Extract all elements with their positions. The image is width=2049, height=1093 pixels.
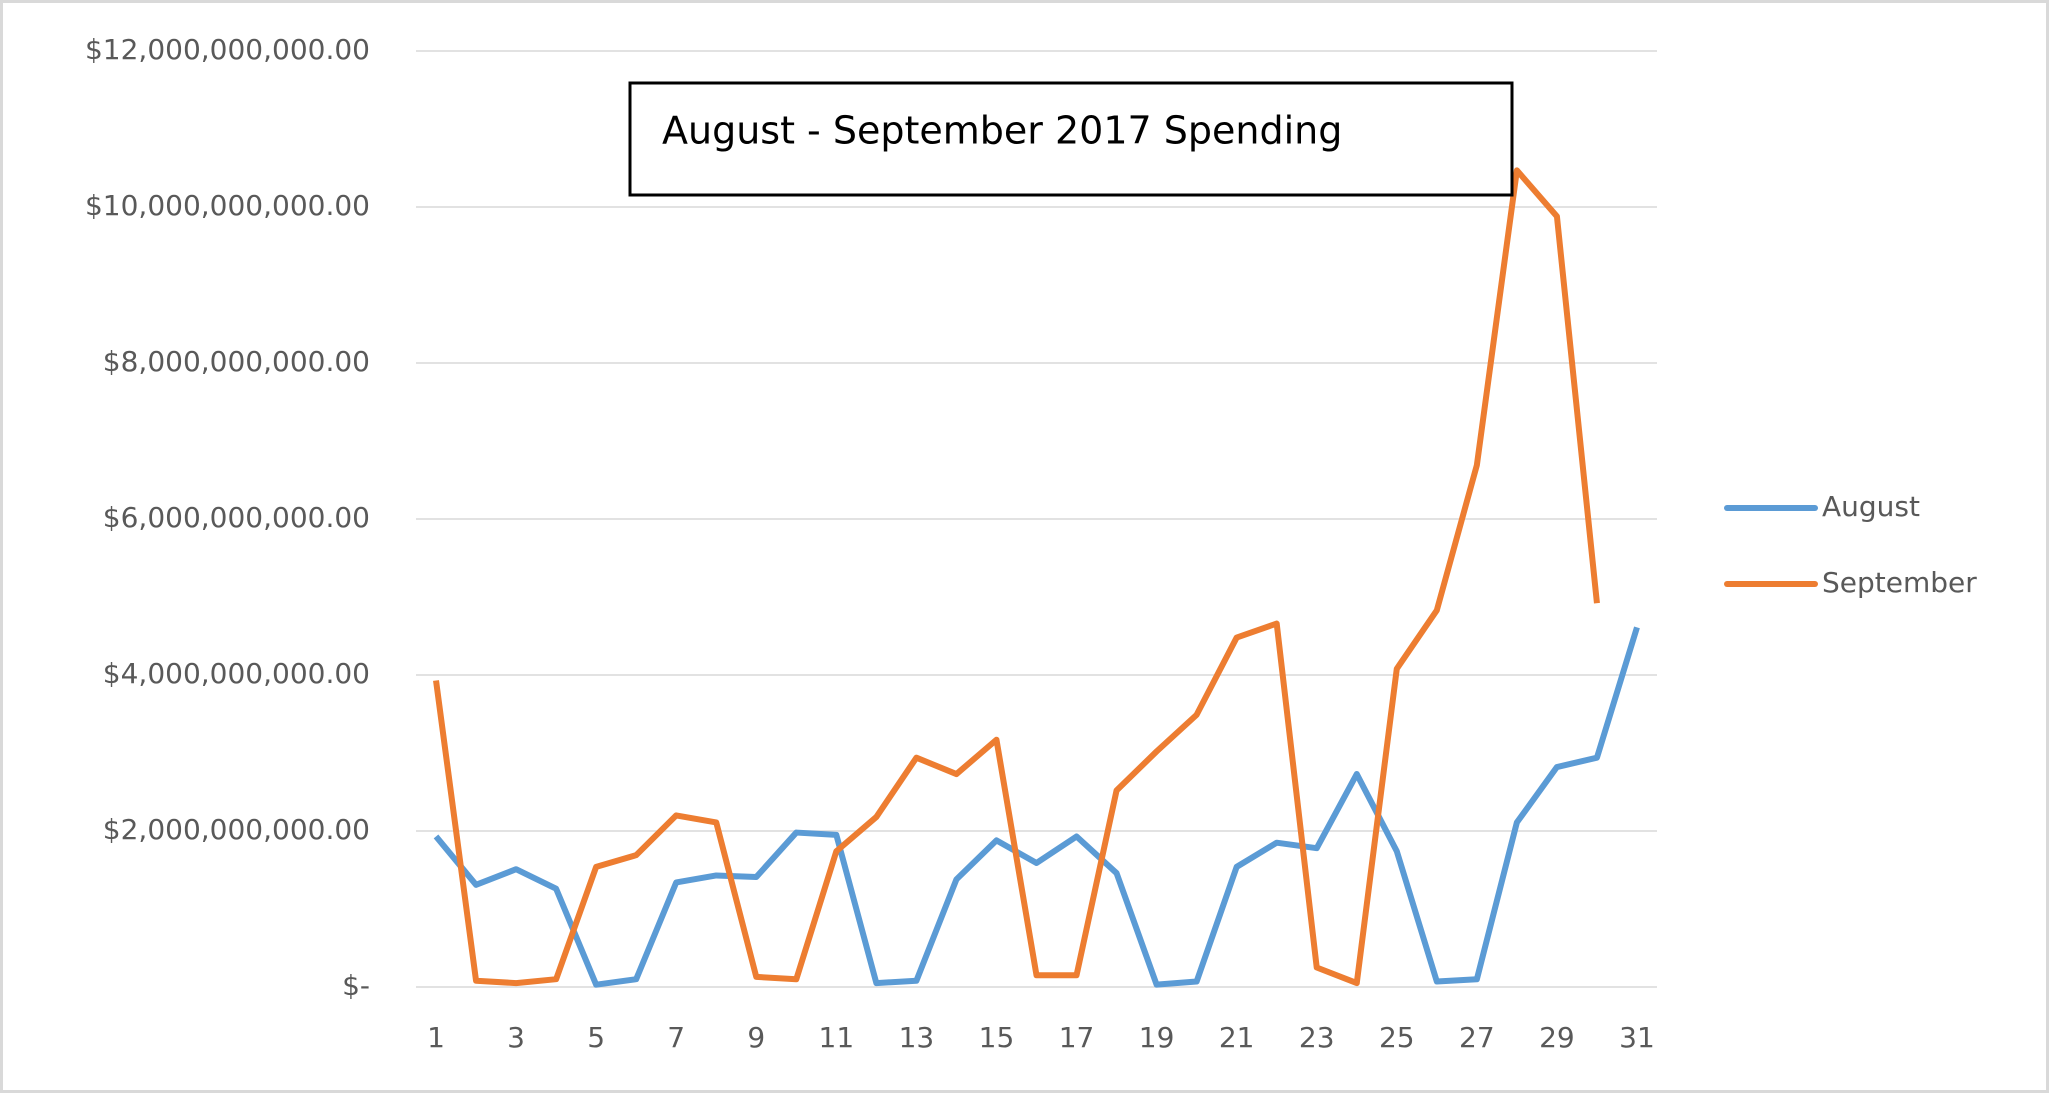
legend-label: September — [1822, 566, 1977, 599]
legend-label: August — [1822, 490, 1920, 523]
series-line — [433, 167, 1600, 987]
x-tick-label: 21 — [1219, 1021, 1255, 1054]
x-tick-label: 5 — [587, 1021, 605, 1054]
x-tick-label: 27 — [1459, 1021, 1495, 1054]
x-tick-label: 3 — [507, 1021, 525, 1054]
x-tick-label: 15 — [979, 1021, 1015, 1054]
y-tick-label: $6,000,000,000.00 — [103, 501, 370, 534]
y-tick-label: $4,000,000,000.00 — [103, 657, 370, 690]
x-tick-label: 17 — [1059, 1021, 1095, 1054]
x-tick-label: 19 — [1139, 1021, 1175, 1054]
y-tick-label: $2,000,000,000.00 — [103, 813, 370, 846]
plot-lines — [433, 167, 1640, 988]
x-tick-label: 25 — [1379, 1021, 1415, 1054]
x-tick-label: 29 — [1539, 1021, 1575, 1054]
y-tick-label: $8,000,000,000.00 — [103, 345, 370, 378]
y-tick-label: $10,000,000,000.00 — [85, 189, 370, 222]
x-tick-label: 23 — [1299, 1021, 1335, 1054]
x-tick-label: 31 — [1619, 1021, 1655, 1054]
y-tick-label: $12,000,000,000.00 — [85, 33, 370, 66]
series-line — [433, 626, 1640, 988]
x-tick-label: 1 — [427, 1021, 445, 1054]
title-box — [628, 81, 1514, 197]
grid — [416, 50, 1657, 988]
x-tick-label: 11 — [819, 1021, 855, 1054]
x-tick-label: 7 — [667, 1021, 685, 1054]
chart-title: August - September 2017 Spending — [662, 109, 1342, 153]
y-tick-label: $- — [342, 969, 370, 1002]
x-tick-label: 13 — [899, 1021, 935, 1054]
x-tick-label: 9 — [747, 1021, 765, 1054]
